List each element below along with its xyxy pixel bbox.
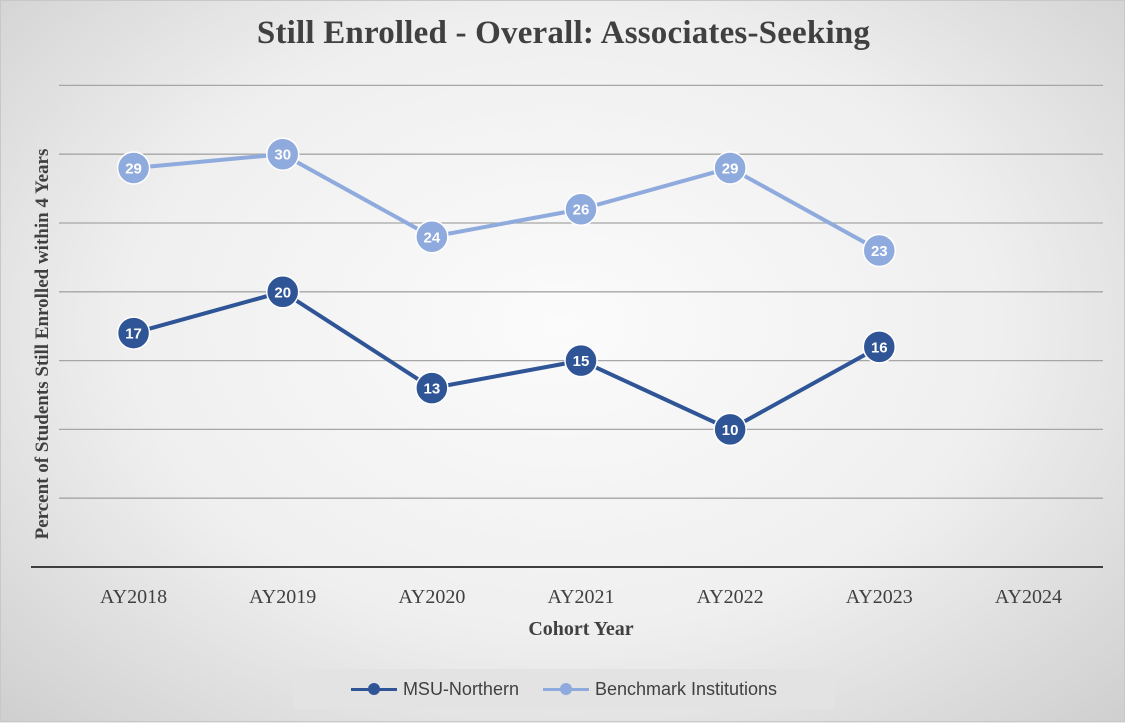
x-axis-title: Cohort Year [528,618,634,640]
data-point [564,343,598,378]
x-tick-label: AY2022 [697,586,764,608]
data-point [116,151,151,185]
series-lines [133,152,881,432]
legend-label-benchmark-institutions: Benchmark Institutions [594,678,778,699]
data-label: 20 [274,284,291,301]
data-point [862,233,897,268]
series-line [133,152,881,253]
x-tick-label: AY2023 [846,586,913,608]
data-label: 24 [424,229,441,246]
x-tick-label: AY2019 [249,586,316,608]
legend-swatch-msu-northern [350,682,397,696]
gridlines [59,84,1103,499]
data-label: 29 [722,160,739,177]
series-line [133,289,881,432]
legend-label-msu-northern: MSU-Northern [402,678,519,699]
legend-item-benchmark-institutions: Benchmark Institutions [542,678,778,700]
data-point [713,151,747,185]
legend-swatch-benchmark-institutions [542,682,589,696]
data-label: 15 [573,353,590,370]
data-point [564,192,598,226]
data-point [415,371,449,405]
data-point [862,330,897,364]
chart-title: Still Enrolled - Overall: Associates-See… [256,15,871,51]
data-point [265,275,300,309]
data-label: 17 [125,326,142,343]
series-points: 17 20 13 15 10 16 29 30 24 26 29 23 [116,137,897,447]
data-label: 10 [722,422,739,439]
x-tick-label: AY2018 [100,586,167,608]
legend: MSU-Northern Benchmark Institutions [293,669,835,709]
data-label: 30 [274,147,291,164]
data-point [713,412,747,447]
data-label: 29 [125,160,142,177]
data-label: 13 [424,381,441,398]
data-label: 26 [573,202,590,219]
x-tick-label: AY2021 [547,586,614,608]
data-point [116,316,151,350]
x-tick-label: AY2020 [398,586,465,608]
data-label: 16 [871,339,888,356]
data-label: 23 [871,243,888,260]
x-tick-label: AY2024 [995,586,1062,608]
data-point [415,220,449,254]
legend-item-msu-northern: MSU-Northern [350,678,519,700]
x-tick-labels: AY2018 AY2019 AY2020 AY2021 AY2022 AY2023 AY20… [100,586,1062,608]
data-point [265,137,300,171]
